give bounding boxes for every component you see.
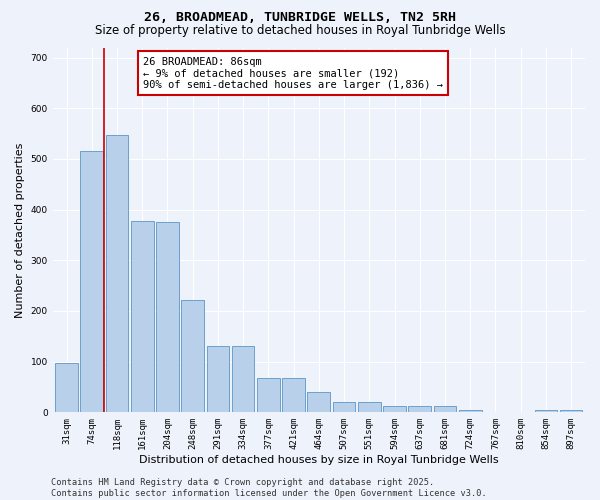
Text: 26 BROADMEAD: 86sqm
← 9% of detached houses are smaller (192)
90% of semi-detach: 26 BROADMEAD: 86sqm ← 9% of detached hou… — [143, 56, 443, 90]
Bar — [560, 410, 583, 412]
X-axis label: Distribution of detached houses by size in Royal Tunbridge Wells: Distribution of detached houses by size … — [139, 455, 499, 465]
Bar — [434, 406, 457, 412]
Bar — [535, 410, 557, 412]
Text: Contains HM Land Registry data © Crown copyright and database right 2025.
Contai: Contains HM Land Registry data © Crown c… — [51, 478, 487, 498]
Y-axis label: Number of detached properties: Number of detached properties — [15, 142, 25, 318]
Bar — [206, 346, 229, 412]
Text: Size of property relative to detached houses in Royal Tunbridge Wells: Size of property relative to detached ho… — [95, 24, 505, 37]
Text: 26, BROADMEAD, TUNBRIDGE WELLS, TN2 5RH: 26, BROADMEAD, TUNBRIDGE WELLS, TN2 5RH — [144, 11, 456, 24]
Bar — [156, 222, 179, 412]
Bar — [55, 362, 78, 412]
Bar — [181, 300, 204, 412]
Bar — [257, 378, 280, 412]
Bar — [358, 402, 380, 412]
Bar — [383, 406, 406, 412]
Bar — [106, 134, 128, 412]
Bar — [232, 346, 254, 412]
Bar — [80, 152, 103, 412]
Bar — [459, 410, 482, 412]
Bar — [307, 392, 330, 412]
Bar — [282, 378, 305, 412]
Bar — [333, 402, 355, 412]
Bar — [409, 406, 431, 412]
Bar — [131, 221, 154, 412]
